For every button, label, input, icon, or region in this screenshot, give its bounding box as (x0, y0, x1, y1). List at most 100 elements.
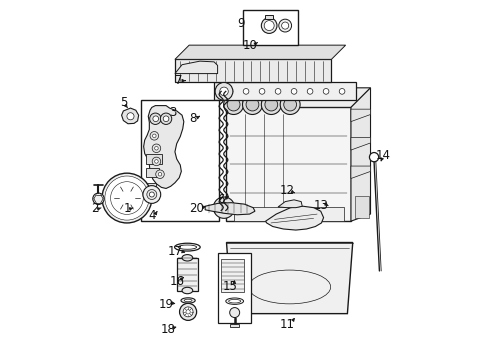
Circle shape (155, 170, 164, 178)
Circle shape (306, 89, 312, 94)
Circle shape (150, 113, 161, 125)
Ellipse shape (178, 245, 196, 249)
Bar (229, 324, 239, 327)
Circle shape (185, 310, 190, 314)
Ellipse shape (182, 287, 192, 294)
Bar (221, 258, 244, 292)
Ellipse shape (184, 299, 192, 302)
Text: 15: 15 (222, 281, 237, 293)
Circle shape (102, 173, 151, 223)
Bar (141, 100, 219, 221)
Polygon shape (350, 88, 370, 221)
Circle shape (147, 190, 156, 200)
Ellipse shape (226, 298, 243, 305)
Circle shape (120, 191, 134, 205)
Circle shape (242, 89, 248, 94)
Text: 8: 8 (189, 111, 196, 125)
Circle shape (152, 134, 156, 137)
Bar (217, 253, 251, 322)
Ellipse shape (174, 243, 200, 251)
Circle shape (258, 89, 264, 94)
Bar (175, 59, 331, 82)
Circle shape (227, 89, 232, 94)
Circle shape (179, 303, 196, 320)
Bar (226, 107, 350, 221)
Circle shape (154, 160, 158, 163)
Circle shape (152, 144, 160, 152)
Circle shape (160, 113, 171, 125)
Circle shape (152, 116, 158, 122)
Circle shape (154, 146, 158, 150)
Polygon shape (277, 200, 302, 208)
Circle shape (218, 202, 229, 213)
Text: 1: 1 (123, 202, 130, 215)
Circle shape (127, 113, 134, 120)
Text: 5: 5 (120, 96, 127, 109)
Text: 19: 19 (158, 298, 173, 311)
Circle shape (152, 157, 160, 166)
Text: 4: 4 (148, 209, 155, 222)
Polygon shape (143, 106, 183, 188)
Text: 6: 6 (217, 193, 225, 206)
Polygon shape (226, 242, 352, 314)
Circle shape (149, 192, 154, 197)
Text: 20: 20 (188, 202, 203, 215)
Bar (146, 168, 159, 177)
Circle shape (242, 95, 262, 115)
Circle shape (223, 95, 243, 115)
Polygon shape (121, 108, 138, 124)
Circle shape (213, 197, 234, 218)
Circle shape (219, 87, 228, 96)
Bar (213, 82, 356, 100)
Circle shape (163, 116, 168, 122)
Polygon shape (350, 109, 370, 122)
Text: 14: 14 (375, 149, 390, 162)
Bar (146, 154, 162, 164)
Polygon shape (175, 61, 217, 74)
Text: 13: 13 (313, 199, 328, 212)
Bar (176, 258, 197, 291)
Bar (242, 10, 297, 45)
Text: 3: 3 (169, 106, 177, 119)
Polygon shape (205, 203, 255, 215)
Circle shape (338, 89, 344, 94)
Circle shape (158, 172, 162, 176)
Circle shape (322, 89, 328, 94)
Circle shape (369, 152, 378, 162)
Polygon shape (265, 206, 323, 230)
Bar (146, 183, 156, 192)
Circle shape (245, 98, 258, 111)
Bar (264, 15, 273, 19)
Circle shape (264, 21, 273, 31)
Text: 9: 9 (237, 17, 244, 30)
Text: 7: 7 (174, 74, 182, 87)
Bar (233, 207, 343, 221)
Circle shape (105, 176, 149, 220)
Circle shape (290, 89, 296, 94)
Polygon shape (226, 88, 370, 107)
Circle shape (261, 95, 281, 115)
Circle shape (110, 182, 143, 215)
Circle shape (274, 89, 280, 94)
Circle shape (283, 98, 296, 111)
Text: 10: 10 (242, 39, 257, 52)
Polygon shape (350, 166, 370, 178)
Ellipse shape (181, 298, 195, 303)
Circle shape (278, 19, 291, 32)
Text: 12: 12 (279, 185, 294, 197)
Circle shape (215, 82, 232, 100)
Circle shape (264, 98, 277, 111)
Polygon shape (350, 137, 370, 150)
Ellipse shape (228, 300, 240, 303)
Polygon shape (175, 45, 345, 59)
Circle shape (143, 186, 160, 203)
Text: 16: 16 (169, 275, 184, 288)
Circle shape (216, 89, 222, 94)
Bar (354, 196, 368, 218)
Circle shape (113, 185, 140, 212)
Circle shape (281, 22, 288, 29)
Text: 11: 11 (279, 318, 294, 331)
Text: 18: 18 (160, 323, 175, 336)
Circle shape (280, 95, 300, 115)
Text: 17: 17 (167, 245, 182, 258)
